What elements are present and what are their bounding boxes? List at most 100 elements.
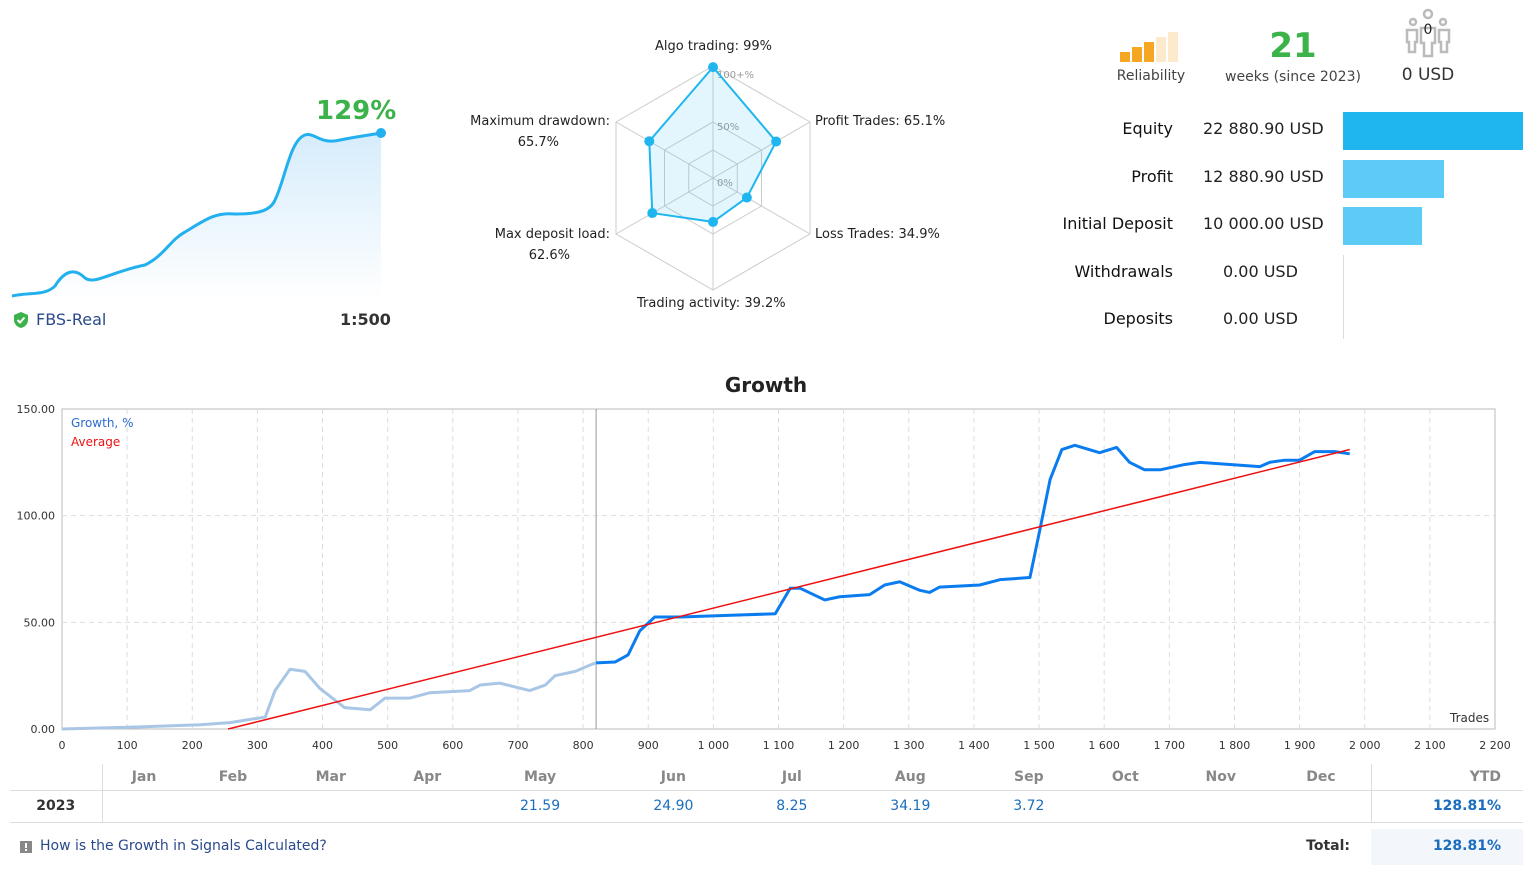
x-tick-label: 1 300 xyxy=(893,739,925,752)
reliability-bar xyxy=(1132,47,1142,62)
month-value: 34.19 xyxy=(843,790,977,823)
x-tick-label: 1 100 xyxy=(763,739,795,752)
month-header: Jul xyxy=(740,764,844,791)
radar-value-drawdown: 65.7% xyxy=(517,135,559,150)
month-value: 24.90 xyxy=(606,790,741,823)
account-value: 10 000.00 USD xyxy=(1203,214,1324,233)
x-tick-label: 1 200 xyxy=(828,739,860,752)
x-tick-label: 1 500 xyxy=(1023,739,1055,752)
chart-title: Growth xyxy=(724,373,808,397)
radar-value-deposit-load: 62.6% xyxy=(528,248,570,263)
month-header: Aug xyxy=(843,764,977,791)
month-header: Dec xyxy=(1271,764,1371,791)
radar-point xyxy=(644,136,655,147)
x-tick-label: 2 100 xyxy=(1414,739,1446,752)
x-tick-label: 1 800 xyxy=(1219,739,1251,752)
account-label: Initial Deposit xyxy=(1062,214,1173,233)
y-tick-label: 100.00 xyxy=(17,510,56,523)
reliability-label: Reliability xyxy=(1116,68,1186,84)
account-value: 22 880.90 USD xyxy=(1203,119,1324,138)
month-value xyxy=(185,790,281,823)
radar-point xyxy=(708,216,718,227)
x-tick-label: 400 xyxy=(312,739,333,752)
x-tick-label: 300 xyxy=(247,739,268,752)
account-label: Equity xyxy=(1122,119,1173,138)
x-tick-label: 200 xyxy=(182,739,203,752)
subscribers-icon xyxy=(1405,8,1451,58)
account-label: Profit xyxy=(1131,166,1173,186)
broker-link[interactable]: FBS-Real xyxy=(36,310,107,329)
radar-spoke xyxy=(712,177,811,235)
x-tick-label: 100 xyxy=(117,739,138,752)
average-line xyxy=(227,448,1350,730)
legend-average: Average xyxy=(71,435,121,449)
radar-point xyxy=(741,192,752,203)
radar-label-profit: Profit Trades: 65.1% xyxy=(815,114,946,129)
radar-point xyxy=(771,136,782,147)
monthly-returns-table: Jan Feb Mar Apr May Jun Jul Aug Sep Oct Nov Dec YTD … xyxy=(10,764,1523,823)
x-tick-label: 900 xyxy=(638,739,659,752)
month-value xyxy=(102,790,186,823)
radar-ring-label: 0% xyxy=(717,178,733,189)
radar-label-deposit-load: Max deposit load: xyxy=(494,227,610,242)
radar-spoke xyxy=(712,121,811,179)
reliability-bars-icon xyxy=(1120,32,1178,62)
x-axis-label: Trades xyxy=(1450,711,1490,725)
radar-point xyxy=(647,208,658,219)
account-value: 0.00 USD xyxy=(1223,261,1298,281)
weeks-label: weeks (since 2023) xyxy=(1225,69,1361,85)
month-value xyxy=(381,790,474,823)
account-label: Deposits xyxy=(1103,309,1174,328)
growth-calculation-link[interactable]: How is the Growth in Signals Calculated? xyxy=(40,838,327,854)
month-value: 21.59 xyxy=(473,790,607,823)
radar-ring-label: 100+% xyxy=(717,70,754,81)
month-header: Feb xyxy=(185,764,281,791)
bar-baseline xyxy=(1343,255,1344,339)
growth-chart: 0 100 200 300 400 500 600 700 800 900 1 000 1 100 1 … xyxy=(17,403,1511,752)
x-tick-label: 500 xyxy=(377,739,398,752)
growth-line xyxy=(596,443,1350,665)
x-tick-label: 1 000 xyxy=(698,739,730,752)
month-header: Jun xyxy=(606,764,741,791)
account-bar xyxy=(1343,207,1422,245)
month-header: Jan xyxy=(102,764,186,791)
leverage: 1:500 xyxy=(340,310,391,329)
x-tick-label: 800 xyxy=(573,739,594,752)
month-header: Oct xyxy=(1080,764,1171,791)
x-tick-label: 1 600 xyxy=(1088,739,1120,752)
radar-label-algo: Algo trading: 99% xyxy=(655,39,773,54)
month-value: 3.72 xyxy=(976,790,1081,823)
x-tick-label: 1 700 xyxy=(1154,739,1186,752)
account-bar xyxy=(1343,159,1445,198)
info-icon xyxy=(20,841,32,853)
weeks-count: 21 xyxy=(1269,26,1317,66)
month-value xyxy=(1271,790,1371,823)
radar-ring-label: 50% xyxy=(717,122,739,133)
growth-history-line xyxy=(61,661,597,731)
reliability-bar xyxy=(1168,32,1178,62)
subscribers-funds: 0 USD xyxy=(1401,65,1455,85)
month-header: Apr xyxy=(381,764,474,791)
account-bar xyxy=(1343,112,1523,150)
plot-area xyxy=(61,408,1496,730)
total-label: Total: xyxy=(1306,838,1350,854)
month-header: Sep xyxy=(976,764,1081,791)
x-tick-label: 2 000 xyxy=(1349,739,1381,752)
x-tick-label: 1 400 xyxy=(958,739,990,752)
y-tick-label: 150.00 xyxy=(17,403,56,416)
ytd-value: 128.81% xyxy=(1370,790,1523,823)
ytd-header: YTD xyxy=(1370,764,1523,791)
radar-label-drawdown: Maximum drawdown: xyxy=(470,114,610,129)
year-cell: 2023 xyxy=(10,790,103,823)
radar-label-activity: Trading activity: 39.2% xyxy=(637,296,786,311)
verified-shield-icon xyxy=(14,312,28,328)
account-label: Withdrawals xyxy=(1074,261,1173,281)
month-header: May xyxy=(473,764,607,791)
month-value: 8.25 xyxy=(740,790,844,823)
x-tick-label: 2 200 xyxy=(1479,739,1511,752)
reliability-bar xyxy=(1144,42,1154,62)
radar-chart: 100+% 50% 0% xyxy=(615,62,811,291)
legend-growth: Growth, % xyxy=(71,416,134,430)
radar-point xyxy=(708,62,718,73)
y-tick-label: 0.00 xyxy=(31,723,56,736)
